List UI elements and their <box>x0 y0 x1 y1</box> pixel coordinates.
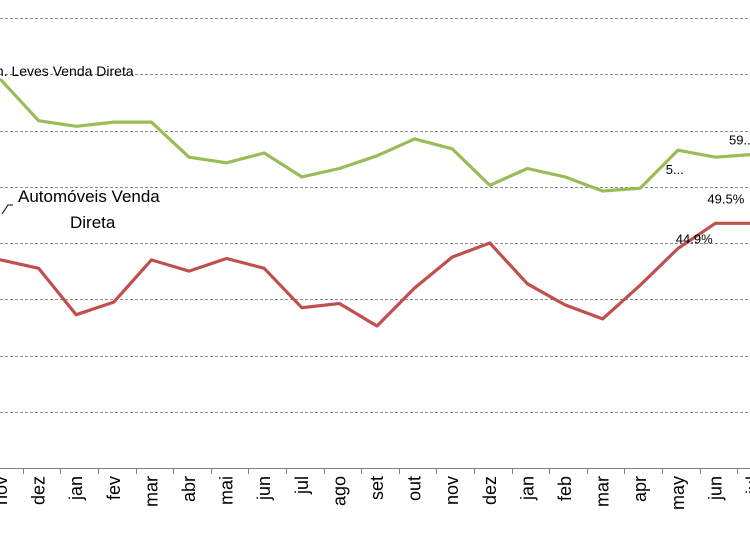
x-tick-label: mar <box>593 476 613 507</box>
series-label: Automóveis Venda <box>18 187 160 206</box>
x-tick-label: out <box>405 476 425 501</box>
x-tick-label: dez <box>480 476 500 505</box>
x-tick-label: feb <box>555 476 575 501</box>
x-axis-tick-labels: nov dez jan fev mar abr mai jun jul ago set out nov d… <box>0 476 750 510</box>
x-tick-label: may <box>668 476 688 510</box>
x-tick-label: jan <box>66 476 86 501</box>
series-label: Direta <box>70 213 116 232</box>
x-tick-label: jul <box>292 476 312 495</box>
series-labels: m. Leves Venda Direta Automóveis Venda Dir… <box>0 63 160 232</box>
data-label: 59... <box>729 132 750 147</box>
series-label: m. Leves Venda Direta <box>0 63 134 79</box>
data-label: 5... <box>666 162 684 177</box>
x-tick-label: jun <box>705 476 725 501</box>
x-tick-label: nov <box>442 476 462 505</box>
x-tick-label: mar <box>141 476 161 507</box>
series-line <box>0 78 750 193</box>
data-label: 44.9% <box>676 232 713 247</box>
data-labels: 5... 59... 44.9% 49.5% <box>666 132 750 246</box>
x-tick-label: jul <box>743 476 750 495</box>
x-tick-label: mai <box>217 476 237 505</box>
data-label: 49.5% <box>707 191 744 206</box>
x-tick-label: set <box>367 476 387 500</box>
series-line <box>0 221 750 328</box>
x-tick-label: jun <box>254 476 274 501</box>
x-tick-label: nov <box>0 476 11 505</box>
x-tick-label: jan <box>517 476 537 501</box>
gridlines <box>0 18 750 413</box>
x-tick-label: abr <box>179 476 199 502</box>
x-tick-label: ago <box>329 476 349 506</box>
x-tick-label: fev <box>104 476 124 500</box>
x-tick-label: dez <box>29 476 49 505</box>
label-leader-line <box>1 204 13 215</box>
x-tick-label: apr <box>630 476 650 502</box>
series-lines <box>0 78 750 328</box>
x-axis-ticks <box>23 468 738 474</box>
